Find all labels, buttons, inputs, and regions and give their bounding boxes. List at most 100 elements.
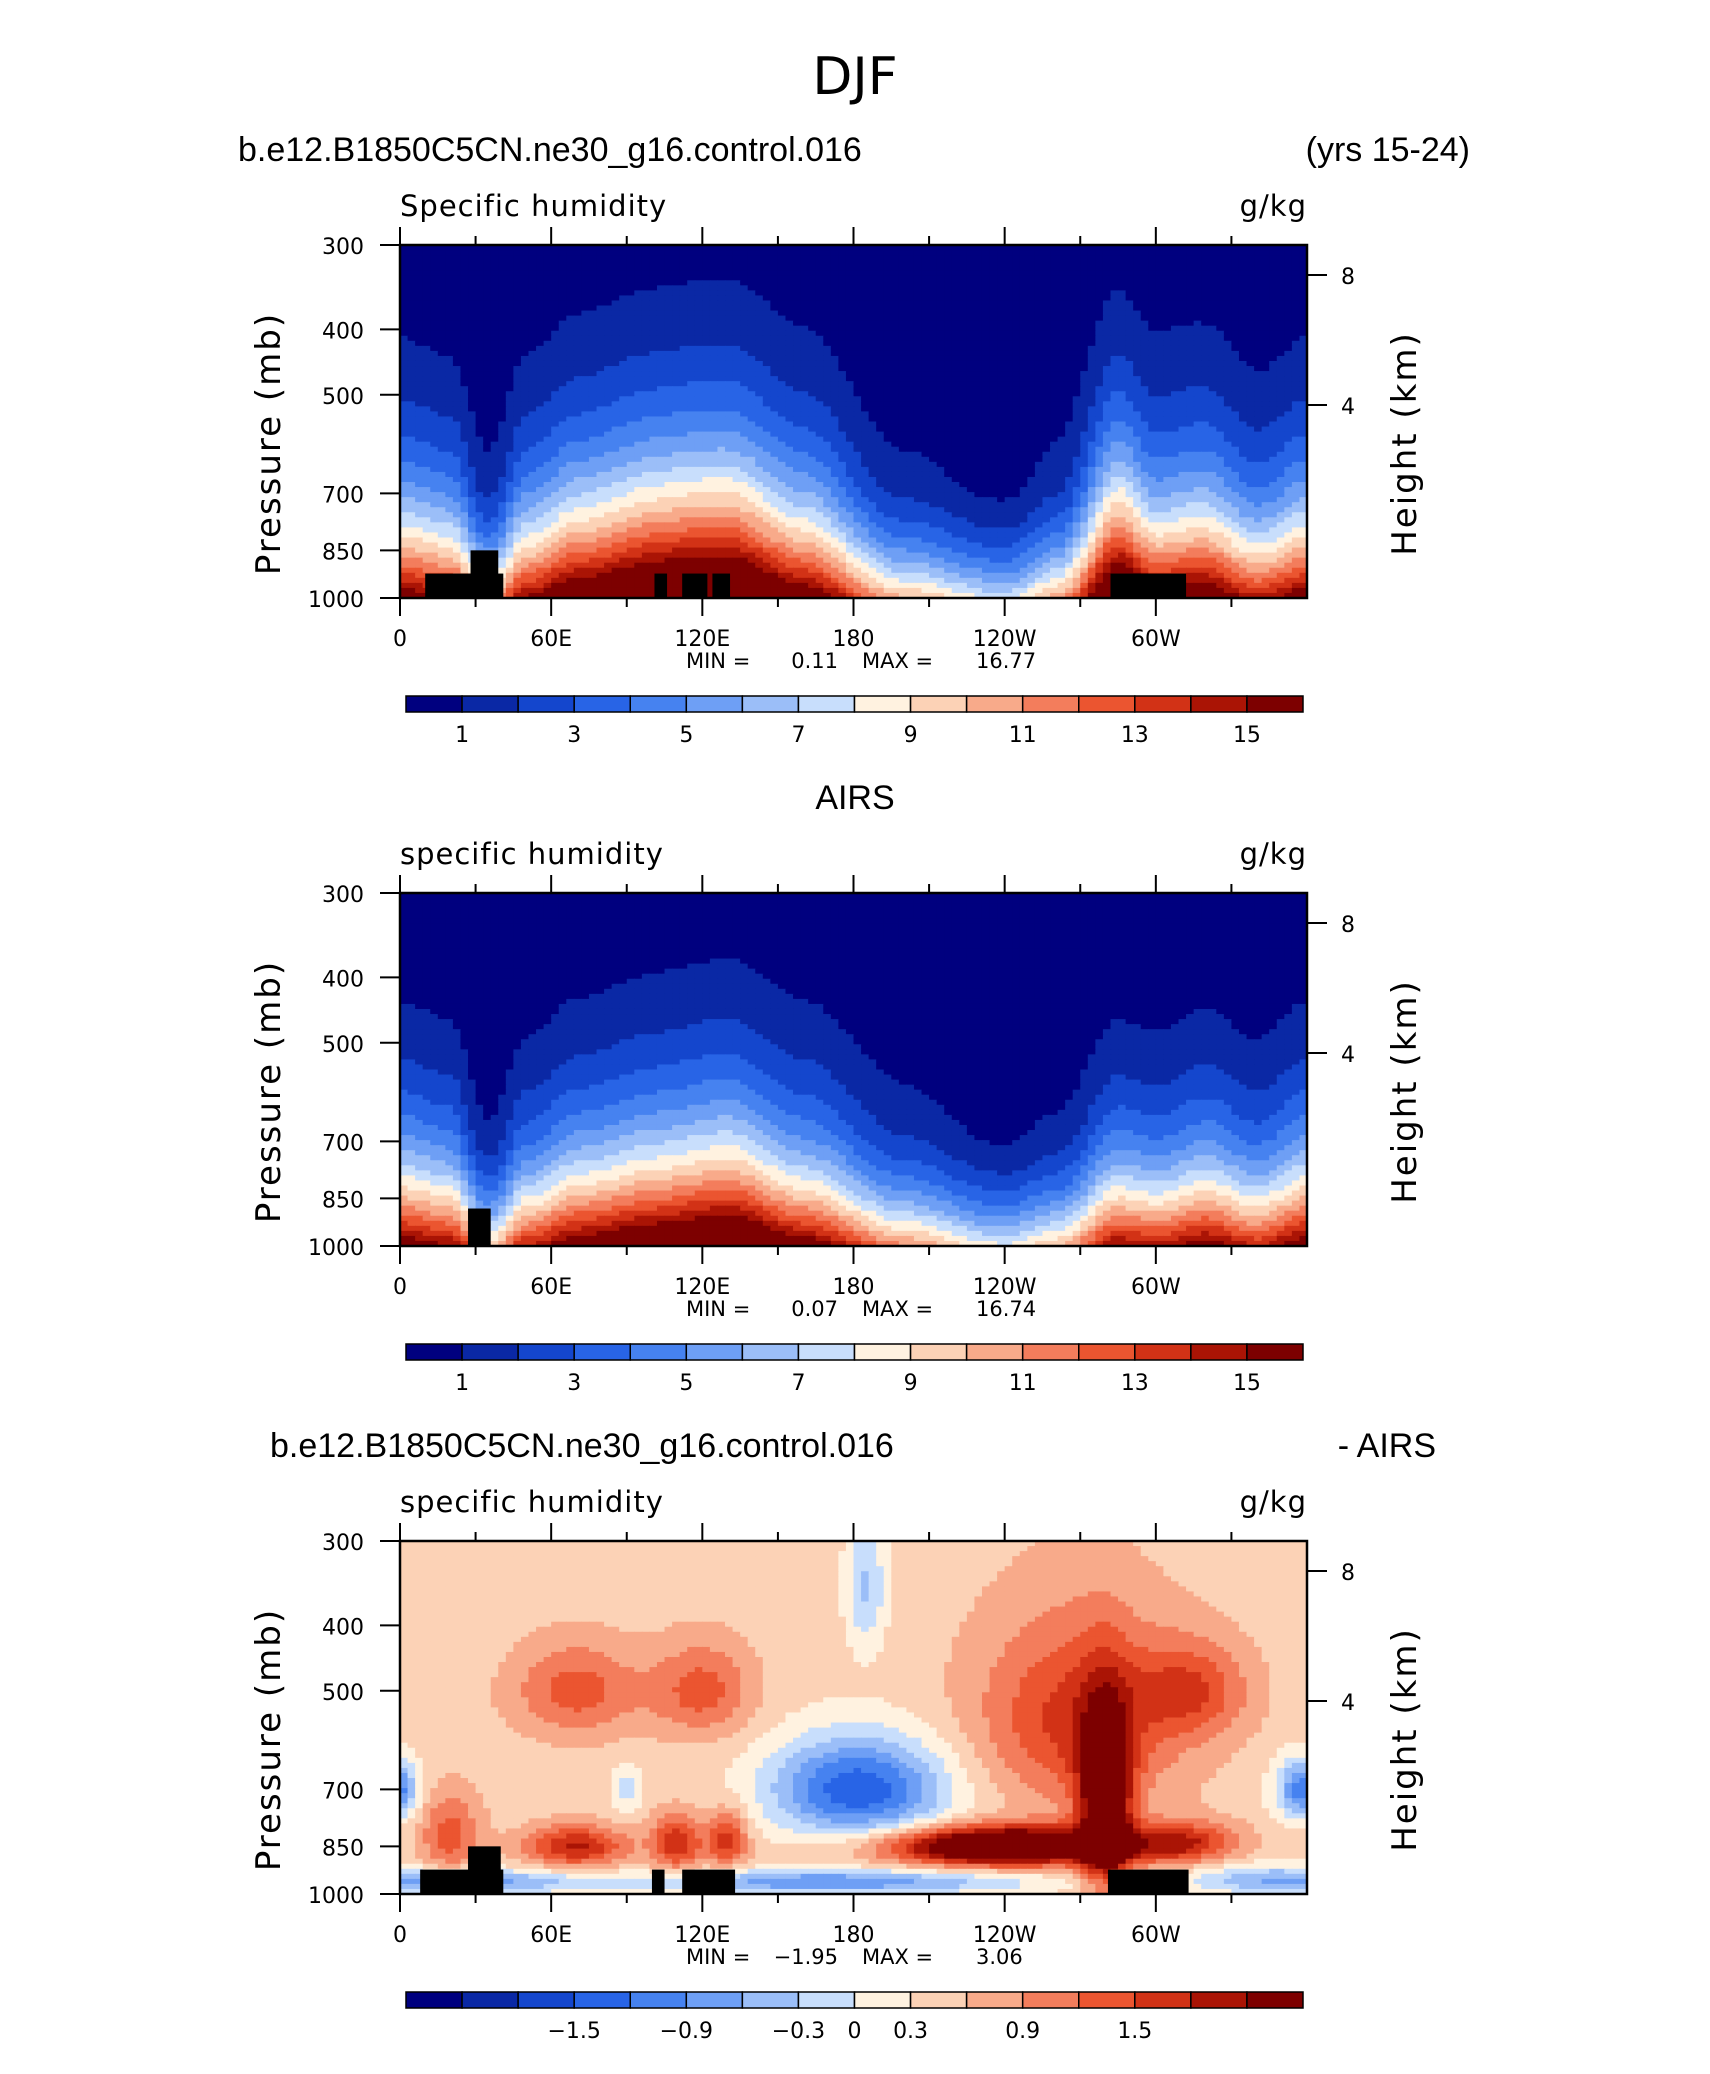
field-cell	[1118, 446, 1127, 453]
field-cell	[845, 391, 855, 397]
field-cell	[717, 285, 726, 291]
field-cell	[1170, 265, 1180, 271]
field-cell	[974, 381, 983, 387]
field-cell	[468, 340, 477, 347]
field-cell	[664, 340, 673, 347]
field-cell	[1012, 386, 1021, 392]
field-cell	[649, 295, 658, 302]
field-cell	[407, 340, 416, 347]
field-cell	[604, 315, 613, 322]
field-cell	[528, 295, 537, 302]
field-cell	[1178, 320, 1187, 327]
field-cell	[566, 426, 575, 433]
field-cell	[641, 436, 651, 443]
field-cell	[861, 255, 870, 261]
field-cell	[777, 396, 787, 402]
field-cell	[1193, 320, 1202, 327]
field-cell	[694, 325, 703, 332]
field-cell	[974, 371, 983, 377]
field-cell	[498, 360, 507, 367]
field-cell	[951, 391, 960, 397]
field-cell	[490, 315, 499, 322]
field-cell	[1050, 290, 1059, 297]
field-cell	[1269, 360, 1278, 367]
field-cell	[483, 305, 492, 312]
field-cell	[785, 446, 794, 453]
field-cell	[604, 340, 613, 347]
field-cell	[815, 355, 824, 362]
field-cell	[717, 255, 726, 261]
field-cell	[732, 426, 741, 433]
field-cell	[400, 295, 409, 302]
field-cell	[702, 245, 711, 251]
field-cell	[1193, 340, 1202, 347]
field-cell	[770, 401, 779, 407]
field-cell	[853, 340, 862, 347]
field-cell	[694, 436, 703, 443]
field-cell	[1102, 345, 1112, 352]
field-cell	[483, 431, 492, 438]
field-cell	[543, 305, 552, 312]
field-cell	[1087, 371, 1096, 377]
field-cell	[929, 436, 938, 443]
field-cell	[906, 320, 915, 327]
field-cell	[815, 436, 824, 443]
field-cell	[520, 255, 530, 261]
field-cell	[1095, 401, 1104, 407]
field-cell	[430, 451, 439, 458]
field-cell	[1004, 431, 1013, 438]
field-cell	[1261, 245, 1270, 251]
field-cell	[573, 350, 582, 357]
field-cell	[475, 340, 484, 347]
field-cell	[422, 300, 431, 307]
field-cell	[528, 421, 537, 428]
field-cell	[1042, 260, 1051, 266]
field-cell	[823, 371, 832, 377]
field-cell	[913, 426, 923, 433]
field-cell	[838, 371, 847, 377]
field-cell	[951, 360, 960, 367]
field-cell	[558, 330, 567, 337]
field-cell	[921, 340, 930, 347]
field-cell	[468, 441, 477, 448]
field-cell	[883, 451, 892, 458]
field-cell	[1201, 360, 1210, 367]
field-cell	[430, 255, 439, 261]
field-cell	[868, 330, 877, 337]
field-cell	[694, 360, 703, 367]
field-cell	[1261, 386, 1270, 392]
field-cell	[634, 330, 643, 337]
field-cell	[793, 401, 802, 407]
field-cell	[800, 305, 809, 312]
field-cell	[1012, 270, 1021, 276]
field-cell	[626, 411, 635, 418]
field-cell	[1012, 391, 1021, 397]
field-cell	[966, 320, 976, 327]
field-cell	[1186, 310, 1195, 317]
field-cell	[800, 340, 809, 347]
field-cell	[755, 350, 764, 357]
field-cell	[475, 350, 484, 357]
field-cell	[815, 305, 824, 312]
field-cell	[1201, 335, 1210, 342]
field-cell	[551, 340, 560, 347]
field-cell	[626, 340, 635, 347]
field-cell	[1019, 245, 1028, 251]
field-cell	[1208, 446, 1217, 453]
field-cell	[732, 386, 741, 392]
field-cell	[626, 315, 635, 322]
field-cell	[649, 270, 658, 276]
field-cell	[626, 335, 635, 342]
field-cell	[558, 396, 567, 402]
field-cell	[445, 345, 454, 352]
field-cell	[989, 386, 998, 392]
field-cell	[604, 376, 613, 382]
field-cell	[1012, 396, 1021, 402]
field-cell	[838, 245, 847, 251]
field-cell	[513, 401, 522, 407]
field-cell	[702, 285, 711, 291]
field-cell	[1269, 300, 1278, 307]
field-cell	[664, 401, 673, 407]
field-cell	[1125, 295, 1134, 302]
field-cell	[702, 350, 711, 357]
